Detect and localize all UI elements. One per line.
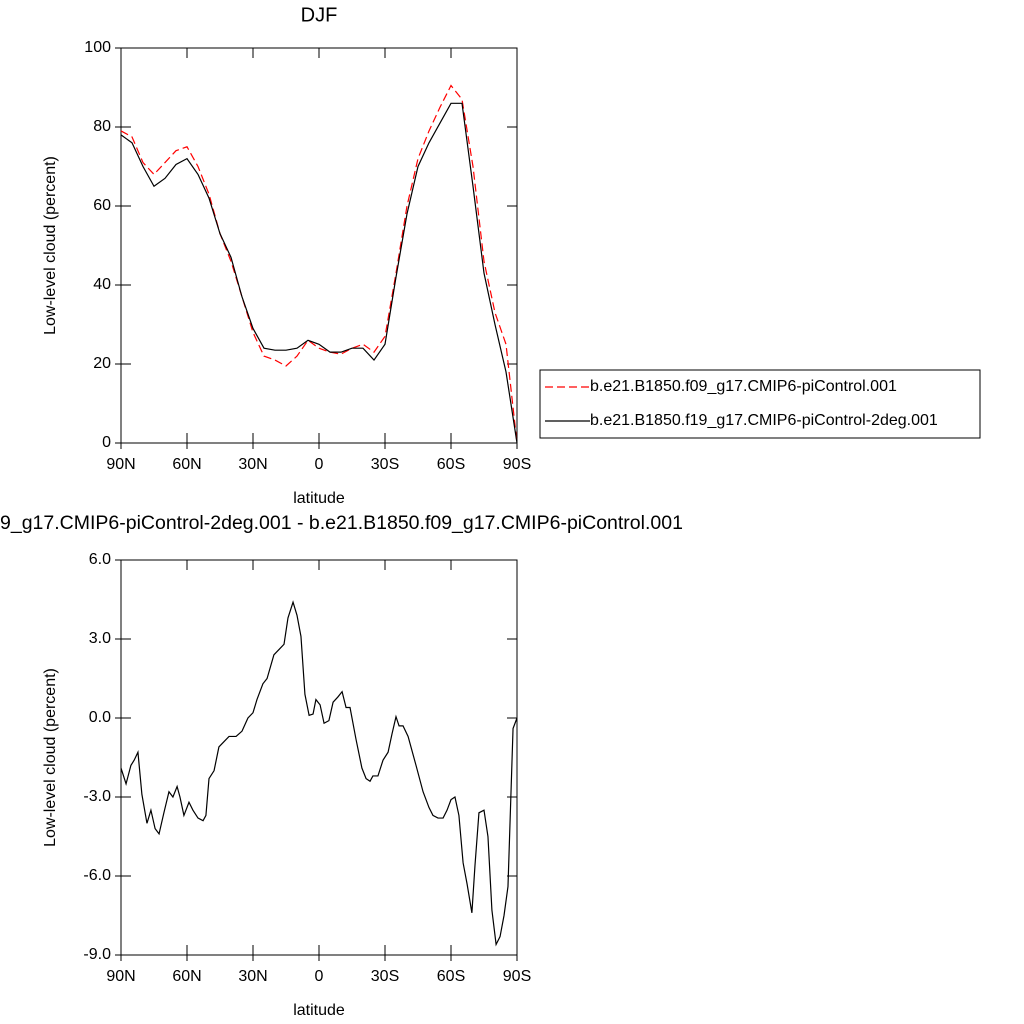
x-axis-label: latitude	[293, 490, 345, 507]
y-tick-label: 0	[102, 434, 111, 451]
data-line	[120, 84, 518, 444]
y-axis-label: Low-level cloud (percent)	[42, 156, 59, 335]
x-tick-label: 0	[315, 968, 324, 985]
data-line	[120, 102, 518, 444]
x-tick-label: 60N	[172, 456, 201, 473]
x-tick-label: 30S	[371, 968, 399, 985]
x-tick-label: 60S	[437, 456, 465, 473]
legend-box	[539, 369, 981, 439]
plot-frame	[120, 559, 518, 956]
y-tick-label: 20	[93, 355, 111, 372]
x-axis-label: latitude	[293, 1002, 345, 1019]
x-tick-label: 90S	[503, 968, 531, 985]
y-tick-label: 6.0	[89, 551, 111, 568]
y-tick-label: -3.0	[83, 788, 111, 805]
y-tick-label: 60	[93, 197, 111, 214]
legend-label: b.e21.B1850.f09_g17.CMIP6-piControl.001	[590, 378, 897, 395]
y-tick-label: 3.0	[89, 630, 111, 647]
y-tick-label: 100	[84, 39, 111, 56]
y-tick-label: 80	[93, 118, 111, 135]
y-tick-label: 40	[93, 276, 111, 293]
chart-title: DJF	[301, 4, 338, 26]
x-tick-label: 30N	[238, 968, 267, 985]
x-tick-label: 60N	[172, 968, 201, 985]
y-tick-label: -9.0	[83, 946, 111, 963]
x-tick-label: 30N	[238, 456, 267, 473]
chart-title: 9_g17.CMIP6-piControl-2deg.001 - b.e21.B…	[0, 512, 683, 534]
x-tick-label: 90N	[106, 968, 135, 985]
y-axis-label: Low-level cloud (percent)	[42, 668, 59, 847]
x-tick-label: 60S	[437, 968, 465, 985]
x-tick-label: 30S	[371, 456, 399, 473]
x-tick-label: 90N	[106, 456, 135, 473]
y-tick-label: -6.0	[83, 867, 111, 884]
x-tick-label: 90S	[503, 456, 531, 473]
data-line	[120, 600, 518, 947]
y-tick-label: 0.0	[89, 709, 111, 726]
legend-label: b.e21.B1850.f19_g17.CMIP6-piControl-2deg…	[590, 412, 938, 429]
plot-frame	[120, 47, 518, 444]
x-tick-label: 0	[315, 456, 324, 473]
